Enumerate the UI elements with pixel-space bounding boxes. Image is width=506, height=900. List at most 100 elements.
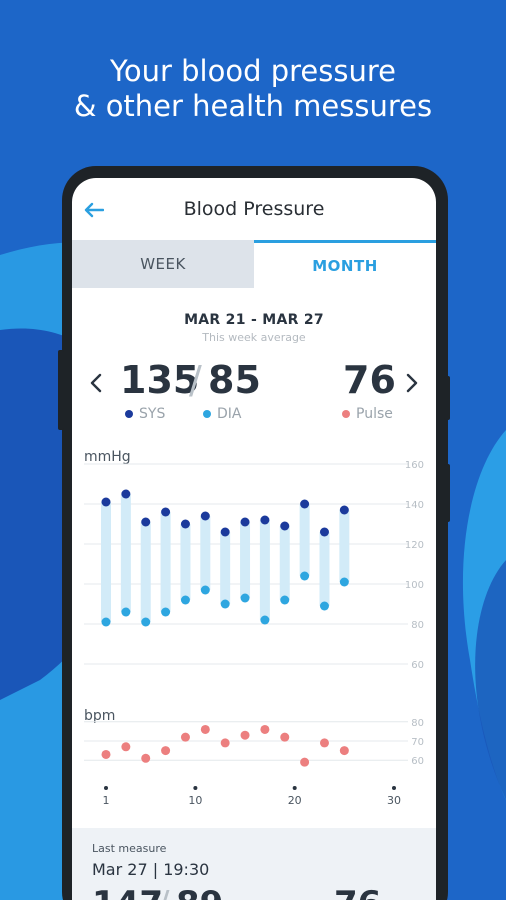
dia-point: [280, 595, 290, 605]
sys-point: [300, 499, 310, 509]
back-button[interactable]: [80, 196, 108, 224]
sys-point: [200, 511, 210, 521]
pulse-y-tick-label: 80: [411, 718, 424, 729]
sys-point: [280, 521, 290, 531]
headline-line-1: Your blood pressure: [110, 54, 396, 88]
bp-y-tick-label: 160: [405, 460, 424, 471]
pulse-point: [121, 742, 131, 752]
bp-range-bar: [319, 532, 330, 606]
dia-point: [319, 601, 329, 611]
x-tick-mark: [104, 786, 108, 790]
page-title: Blood Pressure: [183, 198, 325, 220]
last-measure-label: Last measure: [92, 842, 167, 855]
avg-separator: /: [189, 358, 202, 402]
dia-point: [339, 577, 349, 587]
last-sys-value: 147: [92, 884, 163, 900]
date-range-subtitle: This week average: [202, 331, 306, 344]
legend-sys-label: SYS: [139, 406, 166, 422]
dia-point: [260, 615, 270, 625]
dia-point: [220, 599, 230, 609]
x-tick-label: 20: [288, 794, 302, 807]
previous-period-button[interactable]: [84, 368, 108, 398]
last-dia-value: 89: [176, 884, 223, 900]
tab-month[interactable]: MONTH: [254, 240, 436, 288]
bp-range-bar: [220, 532, 231, 604]
tab-week[interactable]: WEEK: [72, 240, 254, 288]
dia-point: [200, 585, 210, 595]
dia-point: [180, 595, 190, 605]
chevron-right-icon: [406, 373, 418, 393]
dia-point: [300, 571, 310, 581]
pulse-point: [339, 746, 349, 756]
x-tick-mark: [193, 786, 198, 790]
x-tick-label: 1: [103, 794, 110, 807]
phone-side-button-left: [58, 350, 64, 430]
avg-dia-value: 85: [208, 358, 261, 402]
sys-point: [260, 515, 270, 525]
bp-range-bar: [101, 502, 111, 622]
phone-side-button-right-1: [444, 376, 450, 420]
pulse-point: [220, 738, 230, 748]
bp-range-bar: [180, 524, 191, 600]
legend-pulse-label: Pulse: [356, 406, 393, 422]
bp-y-tick-label: 100: [405, 580, 424, 591]
phone-screen: Blood Pressure WEEK MONTH MAR 21 - MAR 2…: [72, 178, 436, 900]
bp-range-bar: [259, 520, 270, 620]
legend-pulse: Pulse: [342, 406, 393, 422]
bp-y-tick-label: 140: [405, 500, 424, 511]
arrow-left-icon: [84, 202, 104, 218]
pulse-point: [240, 730, 250, 740]
legend-sys: SYS: [125, 406, 165, 422]
x-tick-label: 30: [387, 794, 401, 807]
bp-range-bar: [240, 522, 251, 598]
last-measure-card[interactable]: Last measure Mar 27 | 19:30 147 / 89 76: [72, 828, 436, 900]
pulse-point: [161, 746, 171, 756]
sys-point: [101, 497, 111, 507]
sys-point: [240, 517, 250, 527]
pulse-y-tick-label: 60: [411, 756, 424, 767]
phone-side-button-right-2: [444, 464, 450, 522]
pulse-point: [101, 749, 111, 759]
date-range: MAR 21 - MAR 27: [184, 312, 324, 328]
bp-y-tick-label: 60: [411, 660, 424, 671]
pulse-point: [141, 753, 151, 763]
bp-range-bar: [339, 510, 350, 582]
sys-point: [141, 517, 151, 527]
chevron-left-icon: [90, 373, 102, 393]
history-chart: 160 140 120 100 80 60 80 70 60 1 10 20 30: [84, 460, 424, 807]
bp-y-tick-label: 80: [411, 620, 424, 631]
pulse-dot-icon: [342, 410, 350, 418]
bp-y-tick-label: 120: [405, 540, 424, 551]
pulse-point: [280, 732, 290, 742]
dia-point: [121, 607, 131, 617]
pulse-y-tick-label: 70: [411, 737, 424, 748]
sys-point: [339, 505, 349, 515]
avg-pulse-value: 76: [343, 358, 396, 402]
dia-dot-icon: [203, 410, 211, 418]
pulse-point: [200, 724, 210, 734]
pulse-point: [319, 738, 329, 748]
sys-point: [161, 507, 171, 517]
x-tick-mark: [292, 786, 297, 790]
next-period-button[interactable]: [400, 368, 424, 398]
sys-point: [180, 519, 190, 529]
bp-unit-label: mmHg: [84, 449, 131, 465]
headline: Your blood pressure & other health messu…: [0, 54, 506, 124]
bp-range-bar: [200, 516, 211, 590]
pulse-point: [300, 757, 310, 767]
bp-range-bar: [140, 522, 151, 622]
dia-point: [161, 607, 171, 617]
summary-header: MAR 21 - MAR 27 This week average: [72, 312, 436, 344]
last-pulse-value: 76: [334, 884, 381, 900]
bp-range-bar: [120, 494, 131, 612]
pulse-unit-label: bpm: [84, 708, 116, 724]
avg-sys-value: 135: [120, 358, 200, 402]
bp-range-bar: [160, 512, 171, 612]
sys-point: [220, 527, 230, 537]
legend-dia-label: DIA: [217, 406, 242, 422]
dia-point: [141, 617, 151, 627]
sys-point: [319, 527, 329, 537]
x-tick-label: 10: [188, 794, 202, 807]
sys-dot-icon: [125, 410, 133, 418]
bp-range-bar: [279, 526, 290, 600]
